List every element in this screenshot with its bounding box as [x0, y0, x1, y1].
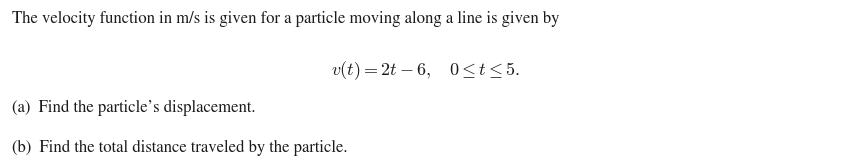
Text: The velocity function in m/s is given for a particle moving along a line is give: The velocity function in m/s is given fo…	[12, 11, 559, 27]
Text: (a)  Find the particle’s displacement.: (a) Find the particle’s displacement.	[12, 100, 255, 116]
Text: $v(t) = 2t - 6, \quad 0 \leq t \leq 5.$: $v(t) = 2t - 6, \quad 0 \leq t \leq 5.$	[331, 59, 520, 82]
Text: (b)  Find the total distance traveled by the particle.: (b) Find the total distance traveled by …	[12, 140, 347, 156]
